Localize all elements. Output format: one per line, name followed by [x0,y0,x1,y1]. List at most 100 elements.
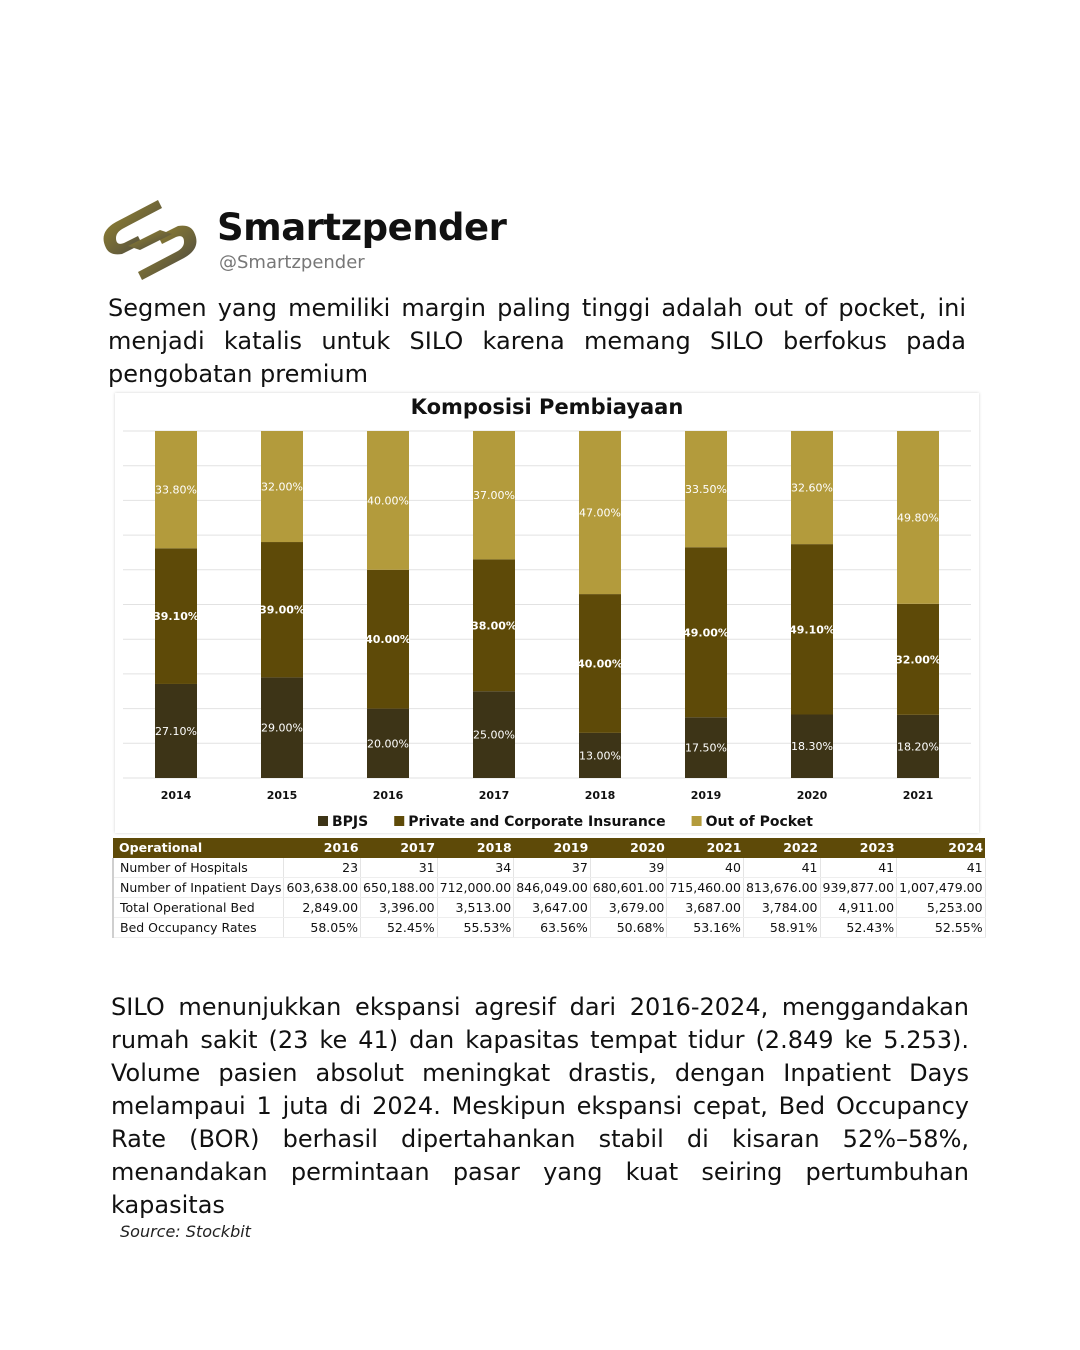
table-cell: Number of Inpatient Days [112,877,285,898]
author-handle: @Smartzpender [219,252,365,273]
data-label: 32.60% [791,482,833,495]
table-cell: 55.53% [437,917,515,938]
data-label: 20.00% [367,737,409,750]
table-cell: 52.43% [820,917,898,938]
table-cell: 41 [743,858,821,878]
bar-group: 27.10% 39.10% 33.80% 29.00% 39.00% 32.00% 20.0… [153,431,941,778]
table-column-header: 2022 [743,838,821,858]
table-row: Bed Occupancy Rates 58.05% 52.45% 55.53% 63.… [112,917,986,938]
bar-out-of-pocket-2014 [155,431,197,549]
chart-legend: BPJS Private and Corporate Insurance Out o… [318,814,813,830]
table-cell: 31 [360,858,438,878]
author-name: Smartzpender [217,206,507,249]
table-cell: 34 [437,858,515,878]
table-cell: 50.68% [590,917,668,938]
data-label: 27.10% [155,725,197,738]
table-cell: Total Operational Bed [112,897,285,918]
table-cell: 650,188.00 [360,877,438,898]
data-label: 18.20% [897,740,939,753]
data-label: 32.00% [261,481,303,494]
x-tick-label: 2018 [585,789,616,802]
table-cell: 53.16% [666,917,744,938]
table-column-header: 2021 [666,838,744,858]
bar-private-and-corporate-insurance-2017 [473,559,515,692]
bar-bpjs-2021 [897,714,939,778]
table-cell: 3,513.00 [437,897,515,918]
table-cell: 52.55% [896,917,986,938]
table-cell: 712,000.00 [437,877,515,898]
bar-out-of-pocket-2015 [261,431,303,543]
bar-bpjs-2015 [261,677,303,778]
source-note: Source: Stockbit [120,1222,251,1241]
bar-private-and-corporate-insurance-2016 [367,569,409,709]
x-tick-label: 2015 [267,789,298,802]
table-cell: Bed Occupancy Rates [112,917,285,938]
bar-private-and-corporate-insurance-2014 [155,548,197,684]
data-label: 37.00% [473,489,515,502]
data-label: 18.30% [791,740,833,753]
table-cell: 63.56% [513,917,591,938]
table-cell: 846,049.00 [513,877,591,898]
data-label: 49.00% [683,626,729,639]
table-row: Total Operational Bed 2,849.00 3,396.00 3,5… [112,897,986,918]
table-row: Number of Hospitals 23 31 34 37 39 40 41 41 41 [112,858,986,878]
bar-bpjs-2016 [367,708,409,778]
data-label: 49.80% [897,511,939,524]
data-label: 40.00% [365,633,411,646]
table-column-header: 2016 [283,838,361,858]
operational-table-header: Operational 2016 2017 2018 2019 2020 2021 2022 2… [113,838,986,858]
table-cell: 37 [513,858,591,878]
bar-bpjs-2014 [155,683,197,778]
bar-out-of-pocket-2019 [685,431,727,548]
data-label: 33.80% [155,484,197,497]
data-label: 33.50% [685,483,727,496]
legend-swatch [394,816,405,826]
table-column-header: 2017 [360,838,438,858]
table-cell: 40 [666,858,744,878]
table-column-header: Operational [113,838,284,858]
x-axis-ticks: 2014 2015 2016 2017 2018 2019 2020 2021 [161,789,934,802]
data-label: 32.00% [895,653,941,666]
legend-label: Private and Corporate Insurance [408,814,665,830]
data-label: 38.00% [471,619,517,632]
data-label: 40.00% [577,657,623,670]
bar-bpjs-2018 [579,732,621,778]
bar-out-of-pocket-2021 [897,431,939,604]
chart-svg: Komposisi Pembiayaan 27.10% 39.10% 33.80% 2… [123,395,971,830]
data-label: 39.00% [259,604,305,617]
bar-private-and-corporate-insurance-2020 [791,544,833,715]
table-column-header: 2018 [437,838,514,858]
operational-table-body: Number of Hospitals 23 31 34 37 39 40 41 41 41 Num… [112,858,986,938]
table-column-header: 2020 [590,838,667,858]
table-cell: 939,877.00 [820,877,898,898]
legend-label: Out of Pocket [706,814,814,830]
legend-label: BPJS [332,814,368,830]
chart-title: Komposisi Pembiayaan [411,395,684,419]
table-cell: 58.05% [283,917,362,938]
table-cell: 39 [590,858,668,878]
bar-private-and-corporate-insurance-2015 [261,542,303,678]
table-cell: 41 [820,858,898,878]
data-label: 39.10% [153,610,199,623]
table-column-header: 2019 [513,838,591,858]
table-cell: 3,647.00 [513,897,591,918]
table-column-header: 2023 [820,838,897,858]
table-cell: 3,396.00 [360,897,438,918]
table-cell: 41 [896,858,986,878]
table-cell: 3,784.00 [743,897,821,918]
table-row: Number of Inpatient Days 603,638.00 650,18… [112,877,986,898]
table-cell: 603,638.00 [283,877,362,898]
bar-bpjs-2017 [473,691,515,778]
table-column-header: 2024 [896,838,986,858]
legend-swatch [691,816,702,826]
table-cell: 813,676.00 [743,877,821,898]
table-cell: 715,460.00 [666,877,744,898]
intro-text: Segmen yang memiliki margin paling tingg… [108,294,966,388]
table-cell: 58.91% [743,917,821,938]
bar-out-of-pocket-2017 [473,431,515,560]
x-tick-label: 2016 [373,789,404,802]
table-cell: 3,687.00 [666,897,744,918]
bar-private-and-corporate-insurance-2019 [685,547,727,718]
bar-out-of-pocket-2020 [791,431,833,545]
data-label: 25.00% [473,729,515,742]
